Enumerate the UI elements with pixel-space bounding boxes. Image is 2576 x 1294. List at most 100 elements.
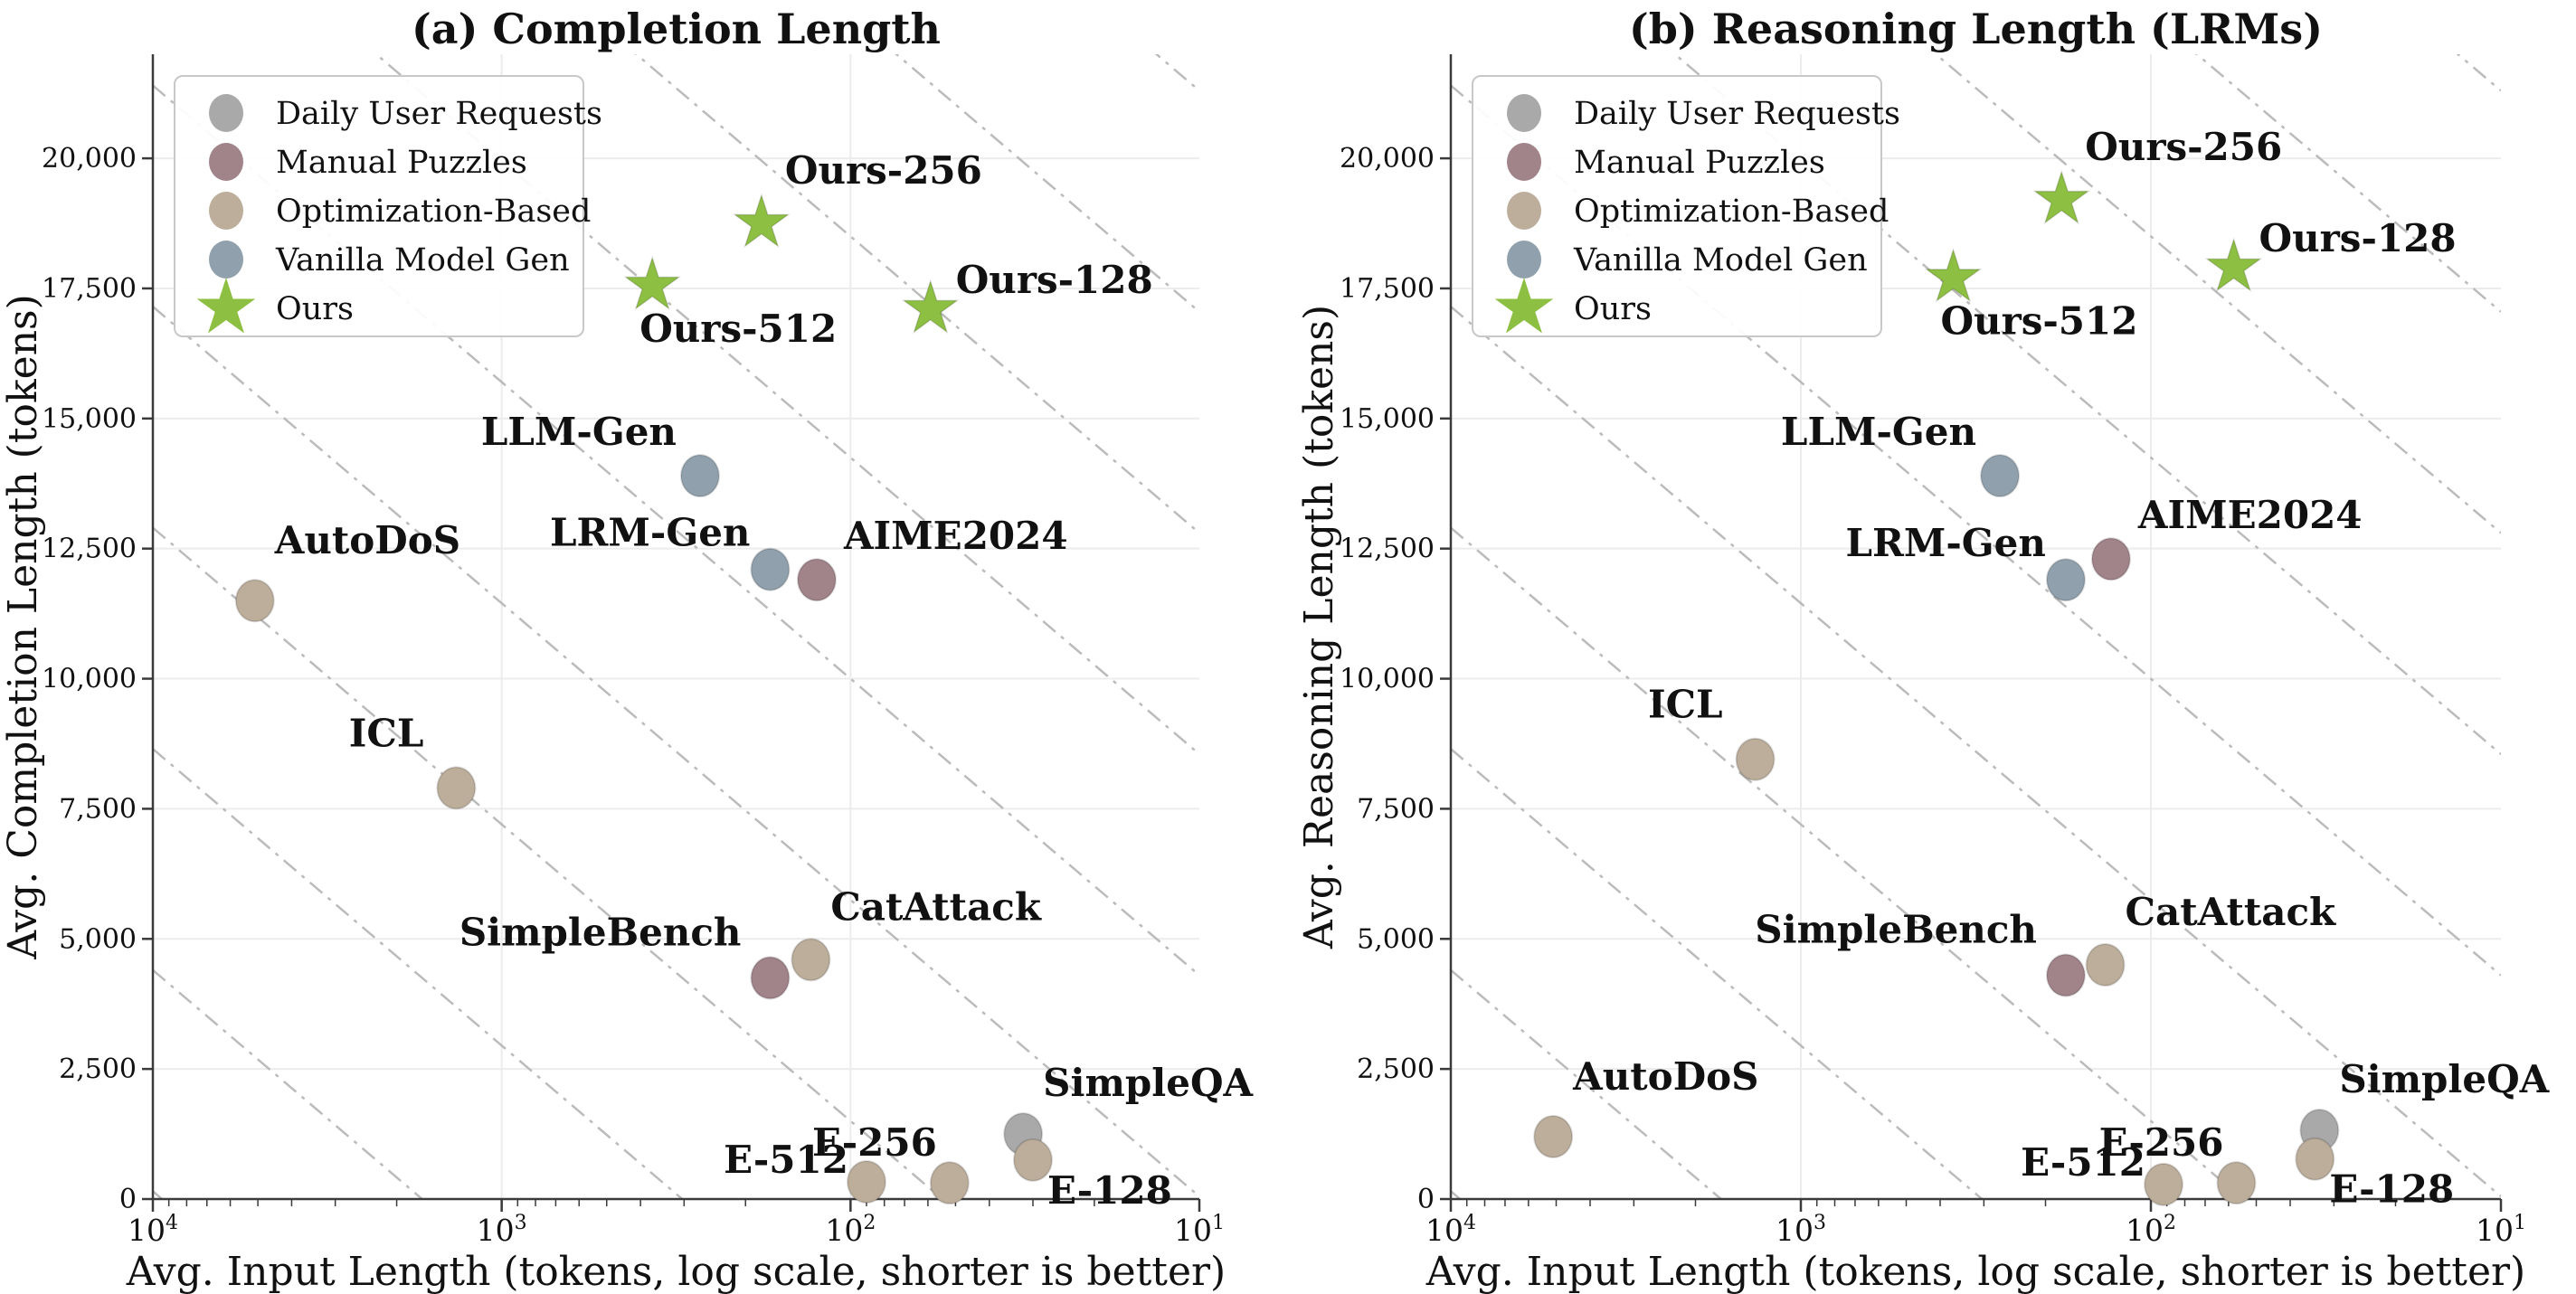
y-tick-label: 0 <box>1417 1184 1435 1215</box>
diagonal-guide-line <box>1451 306 2501 1198</box>
data-point-ours-512 <box>1924 247 1983 303</box>
legend-marker-star <box>196 278 256 334</box>
x-axis-label: Avg. Input Length (tokens, log scale, sh… <box>1425 1249 2525 1294</box>
legend-marker-star <box>1494 278 1554 334</box>
point-label-llm-gen: LLM-Gen <box>481 410 677 454</box>
data-point-e-512 <box>2144 1162 2184 1206</box>
y-tick-label: 20,000 <box>1340 143 1435 175</box>
legend-marker-circle <box>1507 192 1541 230</box>
y-tick-label: 12,500 <box>42 534 137 565</box>
y-tick-label: 7,500 <box>59 793 137 825</box>
y-tick-label: 20,000 <box>42 143 137 175</box>
panel-a: 0 2,500 5,000 7,500 10,000 12,500 15,000 17,500… <box>0 5 1255 1294</box>
data-point-ours-512 <box>623 255 682 311</box>
legend-label: Vanilla Model Gen <box>275 242 570 279</box>
legend-box <box>1472 75 1882 337</box>
diagonal-guide-line <box>153 306 1199 1198</box>
point-label-lrm-gen: LRM-Gen <box>1845 521 2045 565</box>
point-label-simplebench: SimpleBench <box>459 910 742 954</box>
point-label-ours-128: Ours-128 <box>2259 216 2457 260</box>
legend-label: Daily User Requests <box>1574 96 1900 132</box>
data-point-lrm-gen <box>750 547 791 591</box>
legend-label: Optimization-Based <box>276 194 591 230</box>
data-point-aime2024 <box>796 558 837 602</box>
legend: Daily User Requests Manual Puzzles Optimiz… <box>1472 75 1900 337</box>
x-tick-label: 102 <box>2126 1212 2176 1248</box>
y-tick-label: 17,500 <box>1340 273 1435 305</box>
legend-marker-circle <box>1507 94 1541 132</box>
data-point-catattack <box>2085 943 2126 987</box>
y-tick-label: 5,000 <box>1357 923 1435 955</box>
data-point-icl <box>1735 737 1776 781</box>
diagonal-guide-line <box>374 54 1199 755</box>
guide-lines-group <box>1451 54 2501 1199</box>
data-point-llm-gen <box>679 454 720 498</box>
legend-label: Manual Puzzles <box>276 145 527 181</box>
data-point-catattack <box>791 938 831 982</box>
data-point-llm-gen <box>1980 454 2021 498</box>
diagonal-guide-line <box>1451 84 2501 977</box>
data-point-lrm-gen <box>2045 558 2086 602</box>
data-point-ours-256 <box>733 193 791 249</box>
diagonal-guide-line <box>1451 748 1984 1199</box>
y-axis-label: Avg. Reasoning Length (tokens) <box>1296 305 1342 949</box>
legend-label: Ours <box>276 291 354 327</box>
y-tick-label: 12,500 <box>1340 534 1435 565</box>
diagonal-guide-line <box>153 748 685 1199</box>
x-tick-label: 101 <box>2476 1212 2526 1248</box>
point-label-catattack: CatAttack <box>830 884 1041 929</box>
legend-label: Ours <box>1574 291 1652 327</box>
point-label-autodos: AutoDoS <box>1572 1054 1758 1099</box>
guide-lines-group <box>153 54 1199 1199</box>
data-point-e-256 <box>929 1161 970 1205</box>
y-tick-label: 5,000 <box>59 923 137 955</box>
point-label-icl: ICL <box>349 711 424 755</box>
point-label-autodos: AutoDoS <box>274 518 460 562</box>
x-tick-label: 104 <box>1425 1212 1476 1248</box>
data-point-simplebench <box>2045 953 2086 997</box>
point-label-e-256: E-256 <box>812 1120 937 1165</box>
diagonal-guide-line <box>634 54 1199 534</box>
x-tick-label: 101 <box>1174 1212 1225 1248</box>
data-point-e-128 <box>1012 1138 1053 1182</box>
point-label-ours-256: Ours-256 <box>785 148 982 193</box>
diagonal-guide-line <box>153 84 1199 977</box>
panel-title-b: (b) Reasoning Length (LRMs) <box>1629 5 2323 53</box>
diagonal-guide-line <box>2194 54 2501 313</box>
point-label-llm-gen: LLM-Gen <box>1781 410 1976 454</box>
point-label-ours-256: Ours-256 <box>2085 125 2282 169</box>
diagonal-guide-line <box>1934 54 2501 534</box>
point-label-e-128: E-128 <box>1047 1168 1172 1213</box>
x-tick-label: 103 <box>477 1212 527 1248</box>
y-tick-label: 7,500 <box>1357 793 1435 825</box>
point-label-ours-128: Ours-128 <box>956 258 1153 302</box>
point-label-ours-512: Ours-512 <box>1940 298 2137 343</box>
data-point-icl <box>436 766 477 810</box>
x-tick-label: 102 <box>825 1212 876 1248</box>
y-axis-label: Avg. Completion Length (tokens) <box>0 294 46 960</box>
legend-marker-circle <box>209 143 243 181</box>
data-point-simplebench <box>750 956 791 1000</box>
point-label-simpleqa: SimpleQA <box>1043 1061 1254 1105</box>
y-tick-label: 10,000 <box>42 664 137 695</box>
point-label-aime2024: AIME2024 <box>2137 493 2363 537</box>
legend-marker-circle <box>209 192 243 230</box>
y-tick-label: 0 <box>119 1184 137 1215</box>
point-label-e-512: E-512 <box>2021 1140 2145 1185</box>
point-label-e-512: E-512 <box>724 1138 848 1182</box>
y-tick-label: 15,000 <box>1340 403 1435 435</box>
data-point-e-512 <box>846 1160 886 1204</box>
y-tick-label: 2,500 <box>1357 1053 1435 1085</box>
data-point-aime2024 <box>2090 537 2131 581</box>
legend-marker-circle <box>1507 241 1541 279</box>
legend-label: Optimization-Based <box>1574 194 1889 230</box>
data-point-autodos <box>234 579 275 623</box>
data-point-e-256 <box>2216 1161 2257 1205</box>
legend-label: Manual Puzzles <box>1574 145 1825 181</box>
y-tick-label: 15,000 <box>42 403 137 435</box>
y-tick-label: 10,000 <box>1340 664 1435 695</box>
diagonal-guide-line <box>1451 526 2245 1199</box>
point-label-e-128: E-128 <box>2329 1167 2454 1212</box>
